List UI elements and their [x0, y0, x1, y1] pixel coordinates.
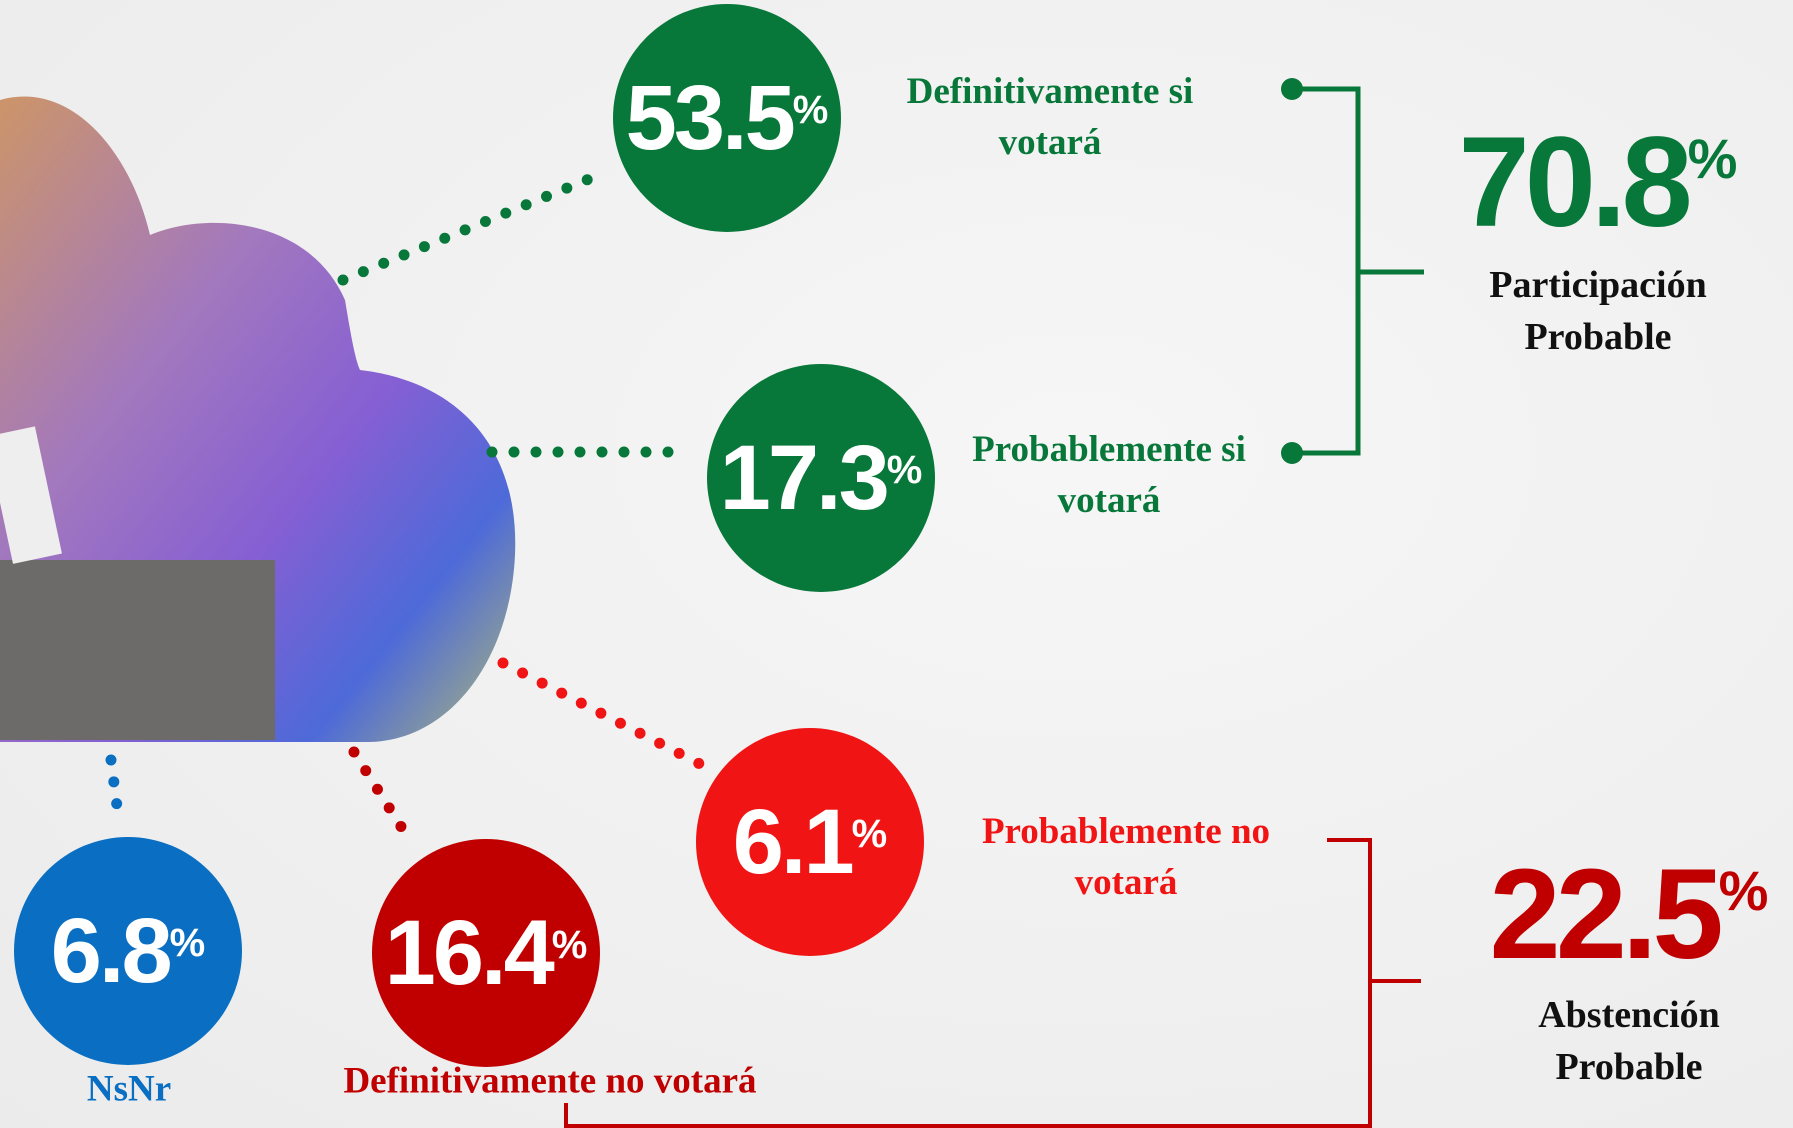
value: 6.1 — [733, 796, 852, 888]
unit: % — [1719, 863, 1769, 919]
unit: % — [887, 450, 923, 490]
item-label: Definitivamente no votará — [290, 1056, 810, 1107]
item-label: Probablemente no votará — [936, 806, 1316, 908]
value-text: 6.1% — [733, 796, 887, 888]
dotted-connector — [343, 172, 606, 280]
value-text: 6.8% — [51, 905, 205, 997]
value: 53.5 — [626, 72, 793, 164]
value: 22.5 — [1490, 851, 1719, 979]
value: 16.4 — [385, 907, 552, 999]
unit: % — [852, 814, 888, 854]
value-text: 17.3% — [720, 432, 923, 524]
ballot-box — [0, 560, 275, 740]
unit: % — [170, 923, 206, 963]
bracket-dot — [1281, 442, 1303, 464]
dotted-connector — [503, 663, 700, 764]
value: 6.8 — [51, 905, 170, 997]
item-label: Definitivamente si votará — [860, 66, 1240, 168]
group-label: Participación Probable — [1458, 259, 1738, 363]
value: 17.3 — [720, 432, 887, 524]
value-text: 53.5% — [626, 72, 829, 164]
item-label: NsNr — [54, 1064, 204, 1115]
bracket-participation — [1292, 89, 1424, 453]
unit: % — [793, 90, 829, 130]
item-label: Probablemente si votará — [944, 424, 1274, 526]
group-label: Abstención Probable — [1489, 989, 1769, 1093]
dotted-connector — [354, 752, 412, 844]
unit: % — [552, 925, 588, 965]
bracket-dot — [1281, 78, 1303, 100]
infographic: 53.5%Definitivamente si votará17.3%Proba… — [0, 0, 1793, 1128]
unit: % — [1688, 131, 1738, 187]
group-total: 70.8% — [1459, 119, 1738, 247]
value-text: 16.4% — [385, 907, 588, 999]
dotted-connector — [111, 760, 118, 814]
value: 70.8 — [1459, 119, 1688, 247]
group-total: 22.5% — [1490, 851, 1769, 979]
